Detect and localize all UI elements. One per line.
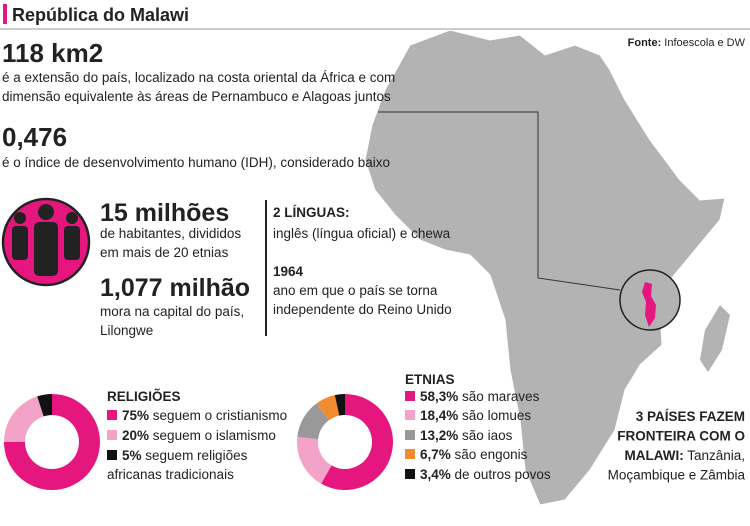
donut-segment — [4, 394, 100, 490]
text-line: de habitantes, divididos — [100, 226, 241, 241]
area-figure: 118 km2 — [2, 38, 103, 68]
legend-label: seguem o cristianismo — [153, 408, 287, 423]
source-label: Fonte: — [628, 37, 662, 49]
source: Fonte: Infoescola e DW — [628, 37, 746, 49]
legend-value: 75% — [122, 408, 149, 423]
donut-segment — [334, 394, 345, 416]
text-line: ano em que o país se torna — [273, 283, 438, 298]
donut-segment — [316, 395, 340, 421]
legend-swatch — [405, 391, 415, 401]
languages-heading: 2 LÍNGUAS: — [273, 205, 350, 220]
legend-text: 13,2% são iaos — [420, 428, 513, 443]
legend-label: são lomues — [462, 408, 531, 423]
borders-line: MALAWI: Tanzânia, — [624, 448, 745, 463]
legend-swatch — [107, 430, 117, 440]
text-line: é o índice de desenvolvimento humano (ID… — [2, 155, 390, 170]
legend-text: 5% seguem religiões — [122, 448, 248, 463]
people-icon — [12, 204, 80, 276]
legend-value: 6,7% — [420, 447, 451, 462]
legend-value: 20% — [122, 428, 149, 443]
text-line: mora na capital do país, — [100, 304, 244, 319]
text-line: independente do Reino Unido — [273, 302, 452, 317]
borders-country: Moçambique e Zâmbia — [608, 468, 746, 483]
legend-value: 13,2% — [420, 428, 458, 443]
legend-heading: RELIGIÕES — [107, 389, 181, 404]
source-text: Infoescola e DW — [664, 37, 745, 49]
legend-label: de outros povos — [455, 467, 551, 482]
legend-label: seguem o islamismo — [153, 428, 276, 443]
borders-heading: MALAWI: — [624, 448, 683, 463]
legend-value: 5% — [122, 448, 142, 463]
text-line: Lilongwe — [100, 323, 153, 338]
legend-label: são maraves — [462, 389, 540, 404]
donut-segment — [321, 394, 394, 491]
population-figure: 15 milhões — [100, 199, 229, 227]
legend-label: seguem religiões — [145, 448, 247, 463]
legend-label: africanas tradicionais — [107, 467, 234, 482]
borders-heading: 3 PAÍSES FAZEM — [636, 409, 745, 424]
legend-text: 6,7% são engonis — [420, 447, 528, 462]
donut-segment — [297, 436, 332, 484]
legend-text: 3,4% de outros povos — [420, 467, 551, 482]
madagascar — [700, 305, 730, 372]
legend-text: 18,4% são lomues — [420, 408, 531, 423]
legend-swatch — [405, 449, 415, 459]
malawi-shape — [642, 282, 656, 327]
title: República do Malawi — [12, 5, 189, 25]
capital-figure: 1,077 milhão — [100, 274, 250, 302]
title-bracket — [3, 4, 7, 24]
legend-label: são engonis — [455, 447, 528, 462]
legend-swatch — [405, 430, 415, 440]
independence-heading: 1964 — [273, 264, 304, 279]
text-line: em mais de 20 etnias — [100, 245, 229, 260]
legend-value: 18,4% — [420, 408, 458, 423]
legend-swatch — [107, 450, 117, 460]
borders-country: Tanzânia, — [687, 448, 745, 463]
donut-segment — [4, 396, 44, 442]
legend-text: 20% seguem o islamismo — [122, 428, 276, 443]
borders-heading: FRONTEIRA COM O — [617, 429, 745, 444]
connector-line — [378, 111, 621, 291]
text-line: é a extensão do país, localizado na cost… — [2, 70, 395, 85]
legend-heading: ETNIAS — [405, 372, 455, 387]
text-line: dimensão equivalente às áreas de Pernamb… — [2, 89, 391, 104]
donut-segment — [297, 403, 329, 440]
legend-text: 75% seguem o cristianismo — [122, 408, 287, 423]
donut-segment — [37, 394, 52, 417]
africa-map — [364, 29, 726, 506]
legend-swatch — [405, 410, 415, 420]
legend-label: são iaos — [462, 428, 513, 443]
hdi-figure: 0,476 — [2, 122, 67, 152]
legend-value: 3,4% — [420, 467, 451, 482]
text-line: inglês (língua oficial) e chewa — [273, 226, 451, 241]
legend-swatch — [107, 410, 117, 420]
legend-text: 58,3% são maraves — [420, 389, 540, 404]
legend-value: 58,3% — [420, 389, 458, 404]
legend-swatch — [405, 469, 415, 479]
